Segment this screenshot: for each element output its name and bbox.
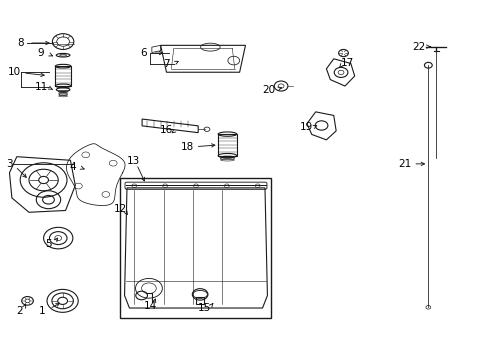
Text: 19: 19 xyxy=(300,122,313,132)
Text: 1: 1 xyxy=(39,306,45,316)
Text: 9: 9 xyxy=(38,48,44,58)
Text: 14: 14 xyxy=(143,301,157,311)
Text: 20: 20 xyxy=(262,85,275,95)
Text: 3: 3 xyxy=(6,159,13,169)
Text: 5: 5 xyxy=(45,239,52,249)
Text: 12: 12 xyxy=(113,204,126,214)
Text: 13: 13 xyxy=(126,156,140,166)
Text: 16: 16 xyxy=(160,125,173,135)
Bar xyxy=(196,297,203,305)
Text: 11: 11 xyxy=(35,82,48,92)
Text: 6: 6 xyxy=(140,48,146,58)
Text: 4: 4 xyxy=(69,162,76,172)
Text: 15: 15 xyxy=(198,303,211,314)
Text: 17: 17 xyxy=(341,58,354,68)
Text: 21: 21 xyxy=(397,159,410,169)
Text: 22: 22 xyxy=(411,42,425,51)
Text: 7: 7 xyxy=(163,59,169,69)
Bar xyxy=(218,134,236,156)
Bar xyxy=(120,178,270,318)
Text: 10: 10 xyxy=(8,67,21,77)
Text: 8: 8 xyxy=(17,38,23,48)
Text: 2: 2 xyxy=(16,306,22,316)
Text: 18: 18 xyxy=(180,142,193,152)
Bar xyxy=(55,66,71,86)
